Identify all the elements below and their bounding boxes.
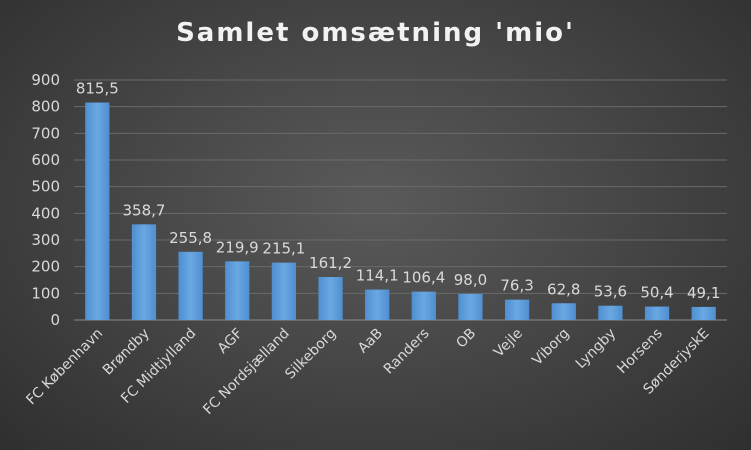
y-tick-label: 300 bbox=[31, 231, 60, 249]
y-tick-label: 200 bbox=[31, 258, 60, 276]
category-label: Lyngby bbox=[573, 326, 619, 372]
bar bbox=[504, 299, 530, 320]
bar bbox=[271, 262, 297, 320]
data-label: 50,4 bbox=[640, 284, 673, 302]
y-axis-ticks: 0 100 200 300 400 500 600 700 800 900 bbox=[31, 71, 60, 329]
bar bbox=[318, 277, 343, 320]
category-label: AaB bbox=[355, 326, 386, 357]
category-label: Vejle bbox=[491, 326, 526, 361]
data-label: 215,1 bbox=[262, 240, 305, 258]
y-tick-label: 500 bbox=[31, 178, 60, 196]
data-label: 53,6 bbox=[594, 283, 627, 301]
data-label: 49,1 bbox=[687, 284, 720, 302]
bar bbox=[131, 224, 157, 320]
y-tick-label: 700 bbox=[31, 124, 60, 142]
y-tick-label: 600 bbox=[31, 151, 60, 169]
y-tick-label: 100 bbox=[31, 284, 60, 302]
bar bbox=[225, 261, 250, 320]
chart-title: Samlet omsætning 'mio' bbox=[176, 18, 575, 48]
bar bbox=[598, 305, 623, 320]
category-label: Viborg bbox=[529, 326, 572, 369]
data-label: 106,4 bbox=[402, 269, 445, 287]
data-label: 219,9 bbox=[216, 238, 259, 256]
gridlines bbox=[74, 79, 727, 321]
bars bbox=[85, 102, 716, 321]
category-label: Silkeborg bbox=[282, 326, 339, 383]
category-label: FC København bbox=[23, 326, 106, 409]
bar bbox=[644, 306, 670, 320]
data-label: 62,8 bbox=[547, 280, 580, 298]
data-label: 358,7 bbox=[122, 201, 165, 219]
bar bbox=[365, 289, 390, 320]
y-tick-label: 0 bbox=[50, 311, 60, 329]
bar bbox=[458, 293, 483, 320]
data-label: 255,8 bbox=[169, 229, 212, 247]
category-label: Randers bbox=[381, 326, 433, 378]
bar bbox=[178, 251, 203, 320]
y-tick-label: 400 bbox=[31, 204, 60, 222]
y-tick-label: 800 bbox=[31, 98, 60, 116]
category-label: AGF bbox=[215, 326, 246, 357]
category-label: OB bbox=[453, 326, 479, 352]
data-label: 114,1 bbox=[356, 267, 399, 285]
data-label: 815,5 bbox=[76, 80, 119, 98]
bar bbox=[85, 102, 110, 321]
y-tick-label: 900 bbox=[31, 71, 60, 89]
data-label: 76,3 bbox=[500, 277, 533, 295]
category-label: FC Nordsjælland bbox=[200, 326, 292, 418]
bar bbox=[551, 303, 576, 320]
data-label: 161,2 bbox=[309, 254, 352, 272]
data-label: 98,0 bbox=[454, 271, 487, 289]
bar bbox=[691, 306, 716, 320]
bar bbox=[411, 291, 436, 320]
